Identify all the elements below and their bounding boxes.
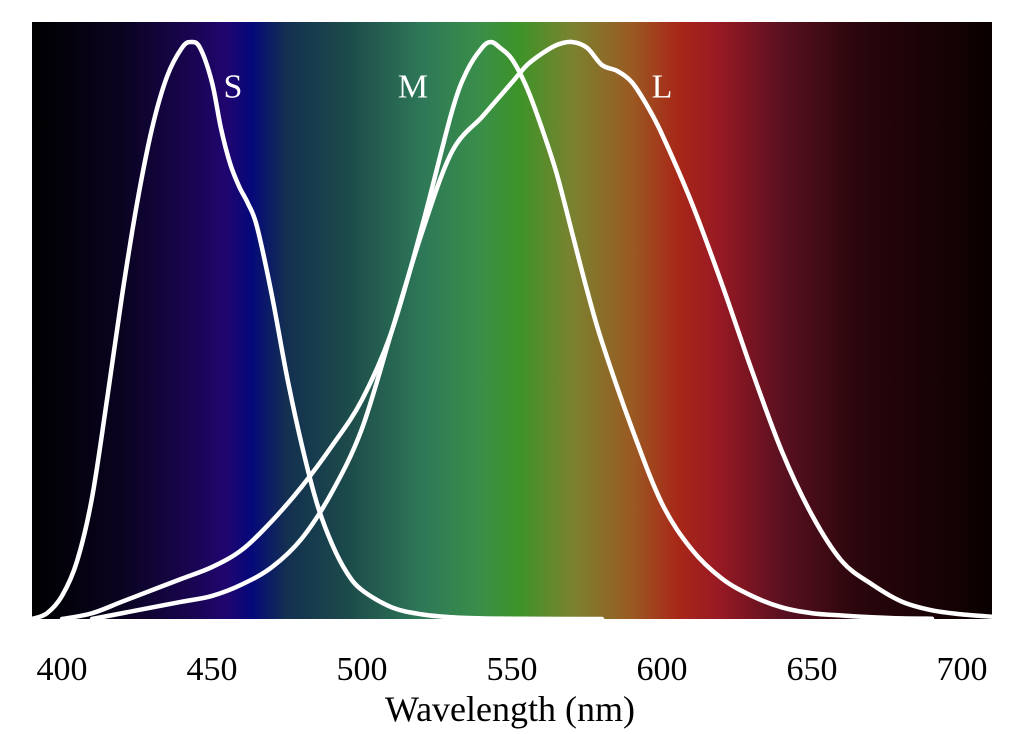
curve-m	[59, 39, 935, 622]
x-tick-label: 400	[37, 651, 88, 688]
x-tick-label: 650	[787, 651, 838, 688]
sensitivity-curves	[29, 39, 995, 622]
x-tick-labels: 400 450 500 550 600 650 700	[37, 651, 988, 688]
x-tick-label: 500	[337, 651, 388, 688]
curve-l	[89, 39, 995, 622]
x-axis-label: Wavelength (nm)	[385, 689, 635, 729]
x-tick-label: 700	[937, 651, 988, 688]
x-tick-label: 550	[487, 651, 538, 688]
x-tick-label: 600	[637, 651, 688, 688]
curve-label-s: S	[224, 69, 243, 106]
curve-label-m: M	[398, 69, 428, 106]
spectrum-background	[32, 22, 992, 619]
x-tick-label: 450	[187, 651, 238, 688]
curve-s	[29, 39, 605, 622]
curve-label-l: L	[652, 69, 673, 106]
